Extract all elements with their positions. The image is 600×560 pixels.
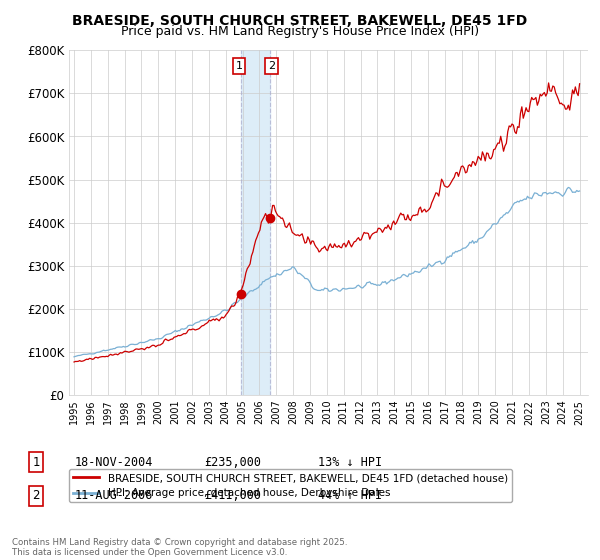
Text: 2: 2 [268, 60, 275, 71]
Legend: BRAESIDE, SOUTH CHURCH STREET, BAKEWELL, DE45 1FD (detached house), HPI: Average: BRAESIDE, SOUTH CHURCH STREET, BAKEWELL,… [69, 469, 512, 502]
Text: Contains HM Land Registry data © Crown copyright and database right 2025.
This d: Contains HM Land Registry data © Crown c… [12, 538, 347, 557]
Text: 2: 2 [32, 489, 40, 502]
Text: Price paid vs. HM Land Registry's House Price Index (HPI): Price paid vs. HM Land Registry's House … [121, 25, 479, 38]
Bar [241, 50, 269, 395]
Text: 1: 1 [32, 455, 40, 469]
Text: 18-NOV-2004: 18-NOV-2004 [75, 455, 154, 469]
Text: £411,000: £411,000 [204, 489, 261, 502]
Text: 11-AUG-2006: 11-AUG-2006 [75, 489, 154, 502]
Text: 1: 1 [235, 60, 242, 71]
Text: £235,000: £235,000 [204, 455, 261, 469]
Text: 13% ↓ HPI: 13% ↓ HPI [318, 455, 382, 469]
Text: 44% ↑ HPI: 44% ↑ HPI [318, 489, 382, 502]
Text: BRAESIDE, SOUTH CHURCH STREET, BAKEWELL, DE45 1FD: BRAESIDE, SOUTH CHURCH STREET, BAKEWELL,… [73, 14, 527, 28]
